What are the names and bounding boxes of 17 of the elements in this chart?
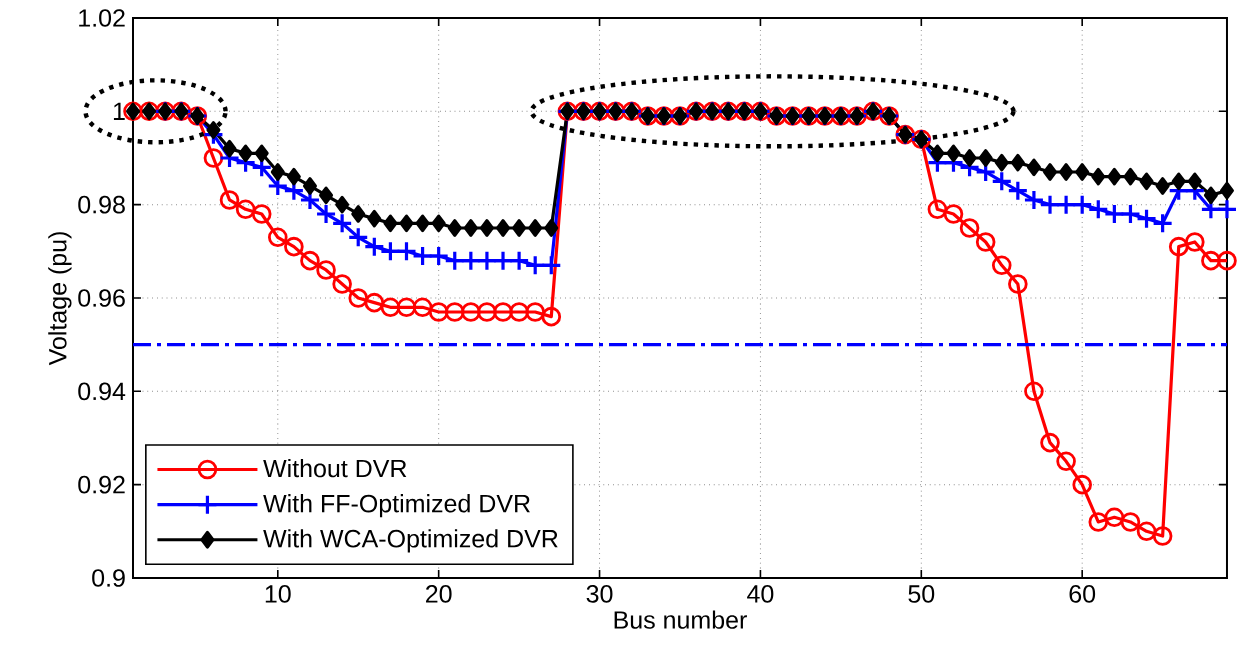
x-tick-label: 50 <box>908 585 935 603</box>
legend-label: With WCA-Optimized DVR <box>263 529 558 553</box>
x-tick-label: 60 <box>1069 585 1096 603</box>
legend-label: Without DVR <box>263 458 407 478</box>
y-axis-title: Voltage (pu) <box>48 232 72 366</box>
x-axis-title: Bus number <box>614 610 747 629</box>
y-tick-label: 0.94 <box>78 382 126 401</box>
x-tick-label: 20 <box>426 585 452 603</box>
x-tick-label: 10 <box>265 585 291 603</box>
y-tick-label: 0.9 <box>92 569 125 587</box>
x-tick-label: 30 <box>586 585 613 603</box>
x-tick-label: 40 <box>747 585 774 603</box>
y-tick-label: 0.92 <box>78 475 125 494</box>
legend-label: With FF-Optimized DVR <box>263 494 530 518</box>
y-tick-label: 0.96 <box>78 289 125 307</box>
y-tick-label: 0.98 <box>78 195 125 214</box>
y-tick-label: 1.02 <box>79 9 125 27</box>
